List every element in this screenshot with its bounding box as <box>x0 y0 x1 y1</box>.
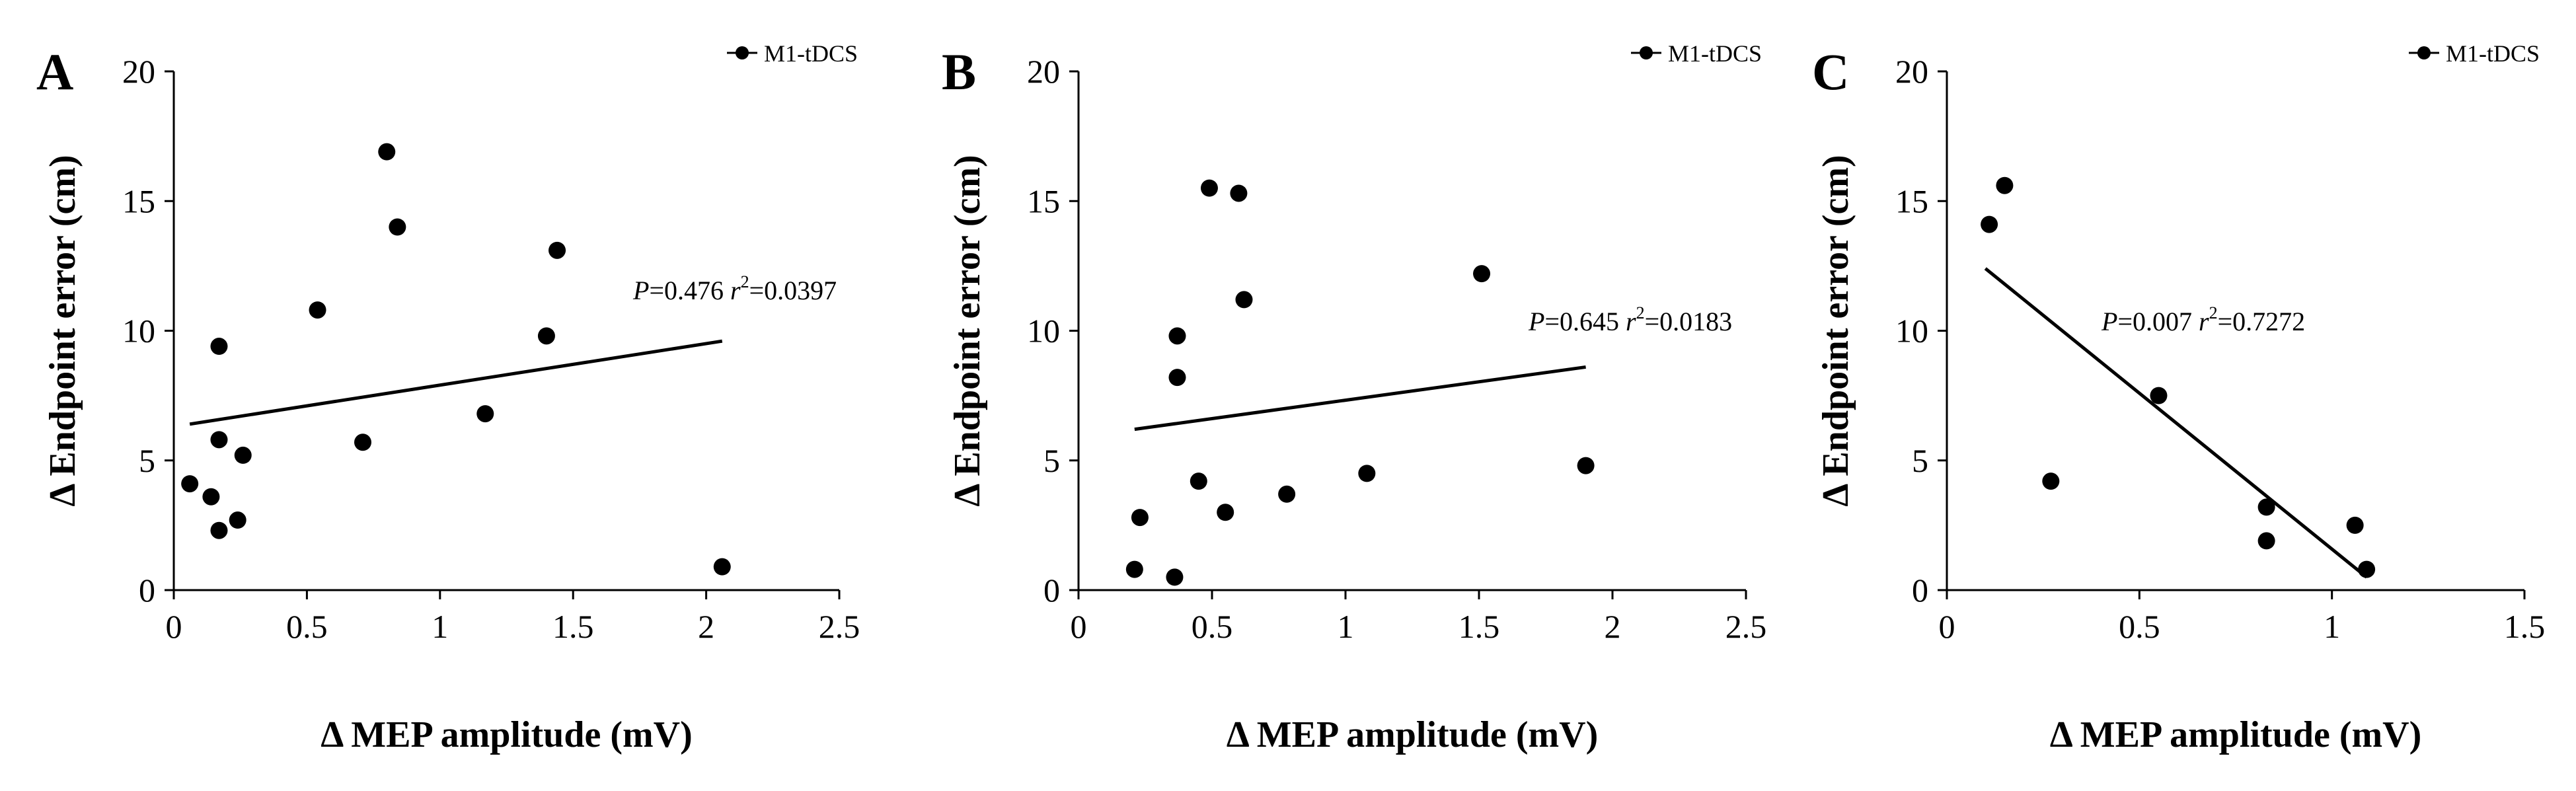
data-point <box>1230 184 1248 202</box>
data-point <box>210 338 228 356</box>
data-point <box>2042 472 2060 490</box>
data-point <box>181 475 199 493</box>
x-tick-label: 2.5 <box>819 608 860 645</box>
y-tick-label: 10 <box>1027 313 1060 350</box>
x-tick-label: 0 <box>1939 608 1955 645</box>
legend-marker <box>1640 46 1653 59</box>
y-tick-label: 0 <box>1043 572 1060 609</box>
data-point <box>2257 532 2275 550</box>
panel-label: A <box>36 43 73 100</box>
data-point <box>549 241 566 259</box>
data-point <box>210 521 228 539</box>
data-point <box>1190 472 1207 490</box>
data-point <box>234 446 252 464</box>
data-point <box>210 431 228 449</box>
y-tick-label: 0 <box>139 572 155 609</box>
data-point <box>1996 176 2014 194</box>
y-tick-label: 15 <box>1027 182 1060 219</box>
data-point <box>229 511 246 529</box>
x-tick-label: 2 <box>698 608 714 645</box>
panel-label: B <box>942 43 976 100</box>
y-tick-label: 20 <box>1027 53 1060 90</box>
stat-annotation: P=0.007 r2=0.7272 <box>2101 303 2305 336</box>
y-tick-label: 10 <box>1895 313 1928 350</box>
data-point <box>389 218 406 236</box>
legend-label: M1-tDCS <box>764 40 858 67</box>
data-point <box>2358 560 2376 578</box>
data-point <box>1168 327 1186 345</box>
data-point <box>1200 179 1218 197</box>
y-tick-label: 5 <box>139 442 155 479</box>
y-axis-title: Δ Endpoint error (cm) <box>1815 155 1856 506</box>
x-tick-label: 1 <box>432 608 448 645</box>
y-tick-label: 5 <box>1043 442 1060 479</box>
panel-b: B 0 5 10 15 20 0 0.5 1 1.5 2 2.5 Δ MEP amplitude (mV… <box>942 40 1766 755</box>
x-axis-title: Δ MEP amplitude (mV) <box>321 714 692 755</box>
legend-label: M1-tDCS <box>2446 40 2540 67</box>
x-tick-label: 1.5 <box>1458 608 1500 645</box>
legend-marker <box>2417 46 2431 59</box>
x-tick-label: 0.5 <box>1192 608 1233 645</box>
stat-annotation: P=0.476 r2=0.0397 <box>632 272 837 305</box>
x-axis-title: Δ MEP amplitude (mV) <box>2050 714 2421 755</box>
trendline <box>1134 365 1586 432</box>
data-point <box>1235 291 1253 309</box>
y-tick-label: 0 <box>1912 572 1928 609</box>
y-tick-label: 15 <box>122 182 155 219</box>
x-tick-label: 2.5 <box>1725 608 1767 645</box>
data-point <box>537 327 555 345</box>
panel-a: A 0 5 10 15 20 0 0.5 1 1.5 2 2.5 Δ MEP amplitude (mV… <box>36 40 860 755</box>
y-axis-title: Δ Endpoint error (cm) <box>947 155 988 506</box>
stat-annotation: P=0.645 r2=0.0183 <box>1528 303 1732 336</box>
y-tick-label: 10 <box>122 313 155 350</box>
y-axis-title: Δ Endpoint error (cm) <box>42 155 83 506</box>
data-point <box>2346 516 2364 534</box>
x-tick-label: 2 <box>1605 608 1621 645</box>
data-point <box>1125 560 1143 578</box>
data-point <box>713 558 731 576</box>
x-tick-label: 1.5 <box>2504 608 2546 645</box>
data-point <box>354 433 371 451</box>
x-tick-label: 0 <box>1071 608 1087 645</box>
data-point <box>378 143 396 161</box>
data-point <box>1168 369 1186 387</box>
data-point <box>309 301 326 319</box>
y-tick-label: 5 <box>1912 442 1928 479</box>
x-tick-label: 1 <box>2324 608 2340 645</box>
data-point <box>1358 465 1376 482</box>
data-point <box>1473 265 1491 283</box>
legend-label: M1-tDCS <box>1668 40 1762 67</box>
trendline <box>1984 267 2368 579</box>
y-tick-label: 15 <box>1895 182 1928 219</box>
data-point <box>1278 485 1296 503</box>
y-tick-label: 20 <box>122 53 155 90</box>
data-point <box>1217 504 1234 521</box>
y-tick-label: 20 <box>1895 53 1928 90</box>
x-axis-title: Δ MEP amplitude (mV) <box>1227 714 1598 755</box>
data-point <box>1981 215 1998 233</box>
x-tick-label: 0.5 <box>286 608 328 645</box>
panel-c: C 0 5 10 15 20 0 0.5 1 1.5 Δ MEP amplitude (mV) Δ E… <box>1812 40 2545 755</box>
panel-label: C <box>1812 43 1849 100</box>
data-point <box>202 488 220 506</box>
x-tick-label: 0.5 <box>2119 608 2160 645</box>
data-point <box>2257 498 2275 516</box>
x-tick-label: 1.5 <box>552 608 594 645</box>
data-point <box>476 405 494 423</box>
data-point <box>2150 387 2168 404</box>
data-point <box>1166 568 1184 586</box>
legend-marker <box>736 46 749 59</box>
data-point <box>1131 509 1149 527</box>
data-point <box>1577 457 1595 474</box>
trendline <box>189 339 723 426</box>
x-tick-label: 1 <box>1338 608 1354 645</box>
x-tick-label: 0 <box>166 608 182 645</box>
